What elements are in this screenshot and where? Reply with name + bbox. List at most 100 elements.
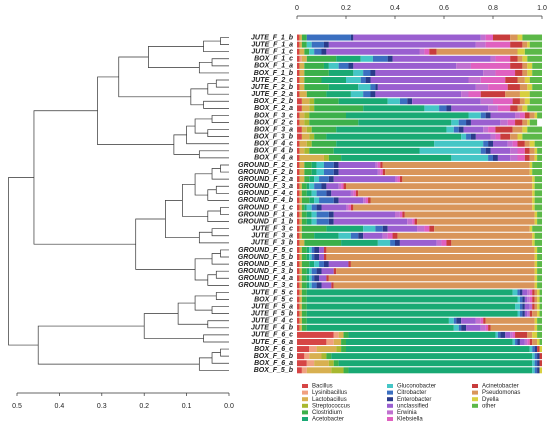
bar-segment <box>453 317 457 324</box>
bar-segment <box>299 91 307 98</box>
legend-label: other <box>482 403 496 409</box>
dendrogram-link <box>194 295 217 311</box>
bar-segment <box>537 246 542 253</box>
bar-segment <box>532 331 538 338</box>
bar-segment <box>480 147 486 154</box>
dendrogram-link <box>203 40 229 53</box>
bar-segment <box>512 98 520 105</box>
bar-segment <box>534 360 538 367</box>
bar-segment <box>532 169 542 176</box>
bar-segment <box>343 183 346 190</box>
category-label: JUTE_F_6_c <box>251 332 293 339</box>
bar-segment <box>326 91 351 98</box>
dendrogram-link <box>203 100 229 109</box>
bar-segment <box>537 254 542 261</box>
bar-segment <box>297 48 300 55</box>
bar-segment <box>522 296 525 303</box>
bar-segment <box>304 204 307 211</box>
bar-segment <box>534 282 538 289</box>
bar-segment <box>510 133 518 140</box>
bar-segment <box>304 169 312 176</box>
bar-segment <box>534 183 542 190</box>
bar-segment <box>301 246 307 253</box>
bar-segment <box>534 147 538 154</box>
bar-segment <box>370 197 533 204</box>
bar-segment <box>297 147 300 154</box>
bar-segment <box>387 232 393 239</box>
bar-segment <box>532 69 542 76</box>
bar-segment <box>328 218 334 225</box>
bar-segment <box>517 289 520 296</box>
legend-label: Bacillus <box>312 384 333 390</box>
bar-segment <box>532 204 535 211</box>
bar-segment <box>311 254 315 261</box>
bar-segment <box>419 48 425 55</box>
bar-segment <box>529 289 533 296</box>
bar-segment <box>360 77 366 84</box>
bar-segment <box>402 176 533 183</box>
bar-segment <box>299 310 302 317</box>
bar-segment <box>297 112 300 119</box>
bar-segment <box>380 161 383 168</box>
bar-segment <box>475 133 491 140</box>
bar-segment <box>306 183 310 190</box>
dendrogram-link <box>211 306 229 315</box>
category-label: JUTE_F_2_a <box>251 91 293 98</box>
bar-segment <box>480 112 486 119</box>
category-label: GROUND_F_3_a <box>238 183 293 190</box>
bar-segment <box>323 246 327 253</box>
bar-segment <box>299 147 305 154</box>
bar-segment <box>304 77 322 84</box>
bar-segment <box>304 161 312 168</box>
bar-segment <box>527 41 530 48</box>
legend-swatch <box>302 403 308 408</box>
bar-segment <box>321 353 327 360</box>
bar-segment <box>297 225 300 232</box>
bar-segment <box>353 190 356 197</box>
bar-segment <box>319 176 329 183</box>
dendrogram-link <box>207 189 229 201</box>
bar-segment <box>297 239 300 246</box>
bar-segment <box>534 218 538 225</box>
bar-segment <box>485 324 489 331</box>
bar-segment <box>527 296 530 303</box>
bar-segment <box>470 133 476 140</box>
bar-segment <box>299 303 302 310</box>
bar-segment <box>537 338 540 345</box>
bar-segment <box>524 48 542 55</box>
category-label: GROUND_F_2_a <box>238 176 293 183</box>
bar-segment <box>532 161 542 168</box>
bar-segment <box>470 62 511 69</box>
bar-segment <box>527 69 533 76</box>
category-label: BOX_F_4_c <box>254 141 293 148</box>
bar-segment <box>314 261 320 268</box>
bar-segment <box>532 360 535 367</box>
bar-segment <box>522 289 528 296</box>
bar-segment <box>529 119 538 126</box>
bar-segment <box>429 225 435 232</box>
bar-segment <box>297 161 300 168</box>
dendrogram-link <box>220 249 229 258</box>
legend-swatch <box>472 384 478 388</box>
dendrogram-link <box>207 83 229 95</box>
bar-segment <box>537 218 542 225</box>
bar-segment <box>323 154 329 161</box>
bar-segment <box>519 91 530 98</box>
bar-segment <box>510 147 518 154</box>
bar-segment <box>524 303 530 310</box>
category-label: GROUND_F_5_a <box>238 261 293 268</box>
bar-segment <box>399 98 408 105</box>
bar-segment <box>534 317 538 324</box>
bar-segment <box>331 190 351 197</box>
bar-segment <box>493 154 498 161</box>
bar-segment <box>539 353 542 360</box>
bar-segment <box>299 190 302 197</box>
bar-segment <box>309 176 315 183</box>
bar-segment <box>534 112 538 119</box>
bar-segment <box>299 41 302 48</box>
category-label: GROUND_F_3_b <box>238 268 294 275</box>
bar-segment <box>480 317 484 324</box>
bar-segment <box>297 183 300 190</box>
category-label: JUTE_F_3_c <box>251 226 293 233</box>
dendrogram-link <box>33 110 136 245</box>
